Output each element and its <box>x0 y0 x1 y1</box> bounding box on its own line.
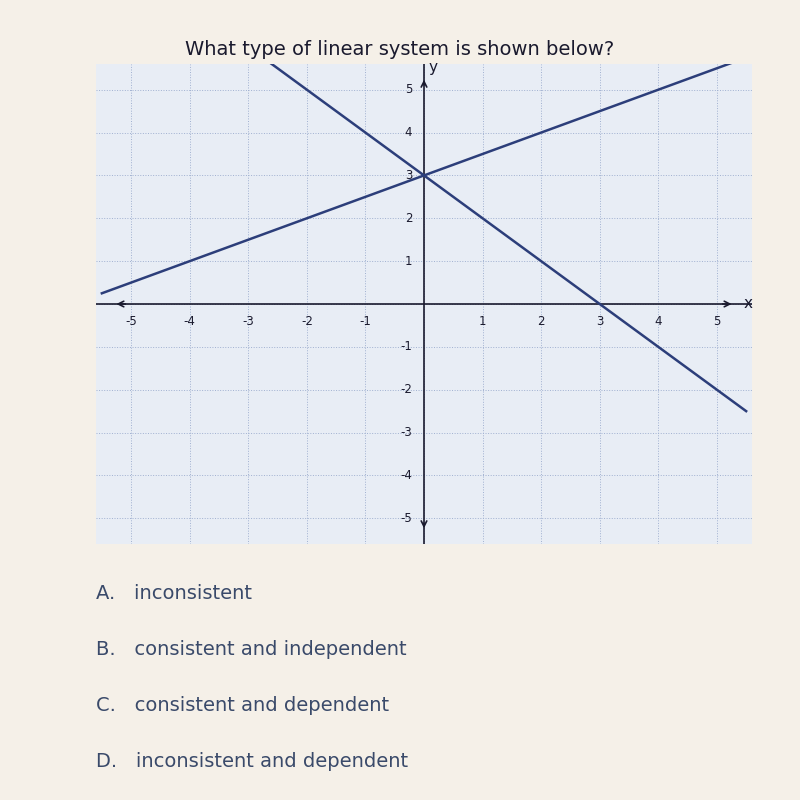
Text: C.   consistent and dependent: C. consistent and dependent <box>96 696 389 715</box>
Text: 4: 4 <box>405 126 412 139</box>
Text: What type of linear system is shown below?: What type of linear system is shown belo… <box>186 40 614 59</box>
Text: 1: 1 <box>479 314 486 328</box>
Text: D.   inconsistent and dependent: D. inconsistent and dependent <box>96 752 408 771</box>
Text: 5: 5 <box>713 314 721 328</box>
Text: 2: 2 <box>405 212 412 225</box>
Text: -2: -2 <box>301 314 313 328</box>
Text: -3: -3 <box>242 314 254 328</box>
Text: -5: -5 <box>126 314 137 328</box>
Text: 3: 3 <box>596 314 603 328</box>
Text: y: y <box>428 60 438 74</box>
Text: -3: -3 <box>401 426 412 439</box>
Text: -2: -2 <box>401 383 412 396</box>
Text: 1: 1 <box>405 254 412 268</box>
Text: A.   inconsistent: A. inconsistent <box>96 584 252 603</box>
Text: x: x <box>743 297 752 311</box>
Text: 2: 2 <box>538 314 545 328</box>
Text: 5: 5 <box>405 83 412 96</box>
Text: -4: -4 <box>401 469 412 482</box>
Text: -4: -4 <box>184 314 196 328</box>
Text: -1: -1 <box>401 340 412 354</box>
Text: 3: 3 <box>405 169 412 182</box>
Text: -1: -1 <box>359 314 371 328</box>
Text: -5: -5 <box>401 512 412 525</box>
Text: B.   consistent and independent: B. consistent and independent <box>96 640 406 659</box>
Text: 4: 4 <box>654 314 662 328</box>
